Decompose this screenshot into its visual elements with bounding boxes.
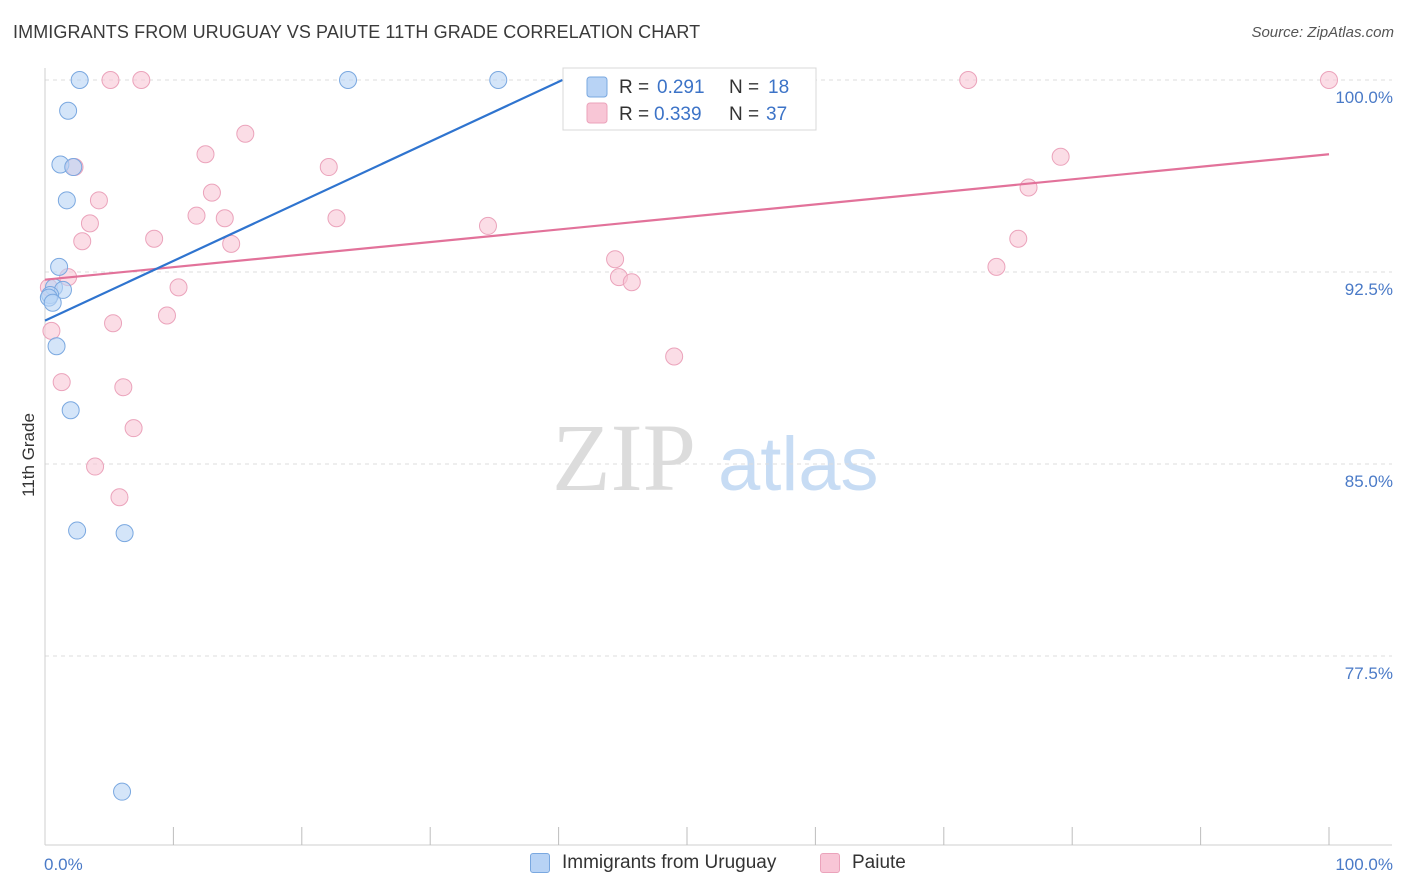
watermark-zip: ZIP bbox=[552, 404, 696, 511]
legend-item-paiute[interactable]: Paiute bbox=[820, 852, 906, 874]
uruguay-point bbox=[59, 101, 78, 120]
paiute-point bbox=[110, 488, 129, 507]
chart-title: IMMIGRANTS FROM URUGUAY VS PAIUTE 11TH G… bbox=[13, 22, 701, 42]
paiute-point bbox=[124, 419, 143, 438]
legend-swatch-paiute bbox=[820, 853, 840, 873]
paiute-point bbox=[86, 457, 105, 476]
trend-lines bbox=[44, 79, 1330, 322]
y-tick-label: 100.0% bbox=[1335, 88, 1393, 107]
paiute-point bbox=[157, 306, 176, 325]
paiute-point bbox=[42, 321, 61, 340]
uruguay-point bbox=[115, 524, 134, 543]
uruguay-point bbox=[113, 782, 132, 801]
paiute-point bbox=[169, 278, 188, 297]
uruguay-point bbox=[57, 191, 76, 210]
paiute-point bbox=[196, 145, 215, 164]
x-axis-ticks bbox=[172, 827, 1330, 845]
legend-n-label-1: N = bbox=[729, 77, 759, 98]
uruguay-point bbox=[489, 71, 508, 89]
legend-label-paiute: Paiute bbox=[852, 852, 906, 873]
legend-label-uruguay: Immigrants from Uruguay bbox=[562, 852, 777, 873]
paiute-trend-line bbox=[44, 153, 1330, 281]
paiute-point bbox=[327, 209, 346, 228]
uruguay-point bbox=[47, 337, 66, 356]
legend-r-value-2: 0.339 bbox=[654, 104, 702, 125]
paiute-point bbox=[665, 347, 684, 366]
uruguay-points bbox=[39, 71, 508, 801]
uruguay-point bbox=[61, 401, 80, 420]
uruguay-point bbox=[50, 257, 69, 276]
paiute-points bbox=[39, 71, 1338, 507]
source-label: Source: ZipAtlas.com bbox=[1251, 24, 1394, 41]
paiute-point bbox=[236, 124, 255, 143]
uruguay-trend-line bbox=[44, 79, 563, 322]
uruguay-point bbox=[339, 71, 358, 89]
paiute-point bbox=[215, 209, 234, 228]
legend-n-value-2: 37 bbox=[766, 104, 787, 125]
legend-n-value-1: 18 bbox=[768, 77, 789, 98]
paiute-point bbox=[145, 229, 164, 248]
paiute-point bbox=[319, 158, 338, 177]
y-tick-labels: 100.0% 92.5% 85.0% 77.5% bbox=[1335, 88, 1393, 683]
paiute-point bbox=[101, 71, 120, 89]
legend-swatch-pink bbox=[586, 102, 608, 124]
paiute-point bbox=[80, 214, 99, 233]
paiute-point bbox=[959, 71, 978, 89]
paiute-point bbox=[52, 373, 71, 392]
uruguay-point bbox=[68, 521, 87, 540]
uruguay-point bbox=[70, 71, 89, 89]
y-tick-label: 85.0% bbox=[1345, 472, 1393, 491]
legend-r-value-1: 0.291 bbox=[657, 77, 705, 98]
paiute-point bbox=[132, 71, 151, 89]
y-tick-label: 77.5% bbox=[1345, 664, 1393, 683]
uruguay-point bbox=[43, 293, 62, 312]
x-tick-label-max: 100.0% bbox=[1335, 855, 1393, 874]
paiute-point bbox=[1009, 229, 1028, 248]
paiute-point bbox=[622, 273, 641, 292]
legend-n-label-2: N = bbox=[729, 104, 759, 125]
paiute-point bbox=[1051, 147, 1070, 166]
legend-swatch-uruguay bbox=[530, 853, 550, 873]
y-axis-title: 11th Grade bbox=[19, 413, 38, 497]
y-tick-label: 92.5% bbox=[1345, 280, 1393, 299]
paiute-point bbox=[187, 206, 206, 225]
legend-item-uruguay[interactable]: Immigrants from Uruguay bbox=[530, 852, 776, 874]
paiute-point bbox=[1019, 178, 1038, 197]
legend-swatch-blue bbox=[586, 76, 608, 98]
paiute-point bbox=[73, 232, 92, 251]
paiute-point bbox=[222, 234, 241, 253]
uruguay-point bbox=[64, 158, 83, 177]
paiute-point bbox=[478, 216, 497, 235]
legend-r-label-2: R = bbox=[619, 104, 649, 125]
paiute-point bbox=[104, 314, 123, 333]
series-legend: Immigrants from Uruguay Paiute bbox=[0, 852, 1406, 880]
gridlines bbox=[45, 79, 1392, 657]
paiute-point bbox=[1320, 71, 1338, 89]
stats-legend: R = 0.291 N = 18 R = 0.339 N = 37 bbox=[562, 67, 817, 131]
paiute-point bbox=[606, 250, 625, 269]
paiute-point bbox=[202, 183, 221, 202]
paiute-point bbox=[89, 191, 108, 210]
paiute-point bbox=[987, 257, 1006, 276]
paiute-point bbox=[114, 378, 133, 397]
x-tick-label-min: 0.0% bbox=[44, 855, 83, 874]
legend-r-label-1: R = bbox=[619, 77, 649, 98]
